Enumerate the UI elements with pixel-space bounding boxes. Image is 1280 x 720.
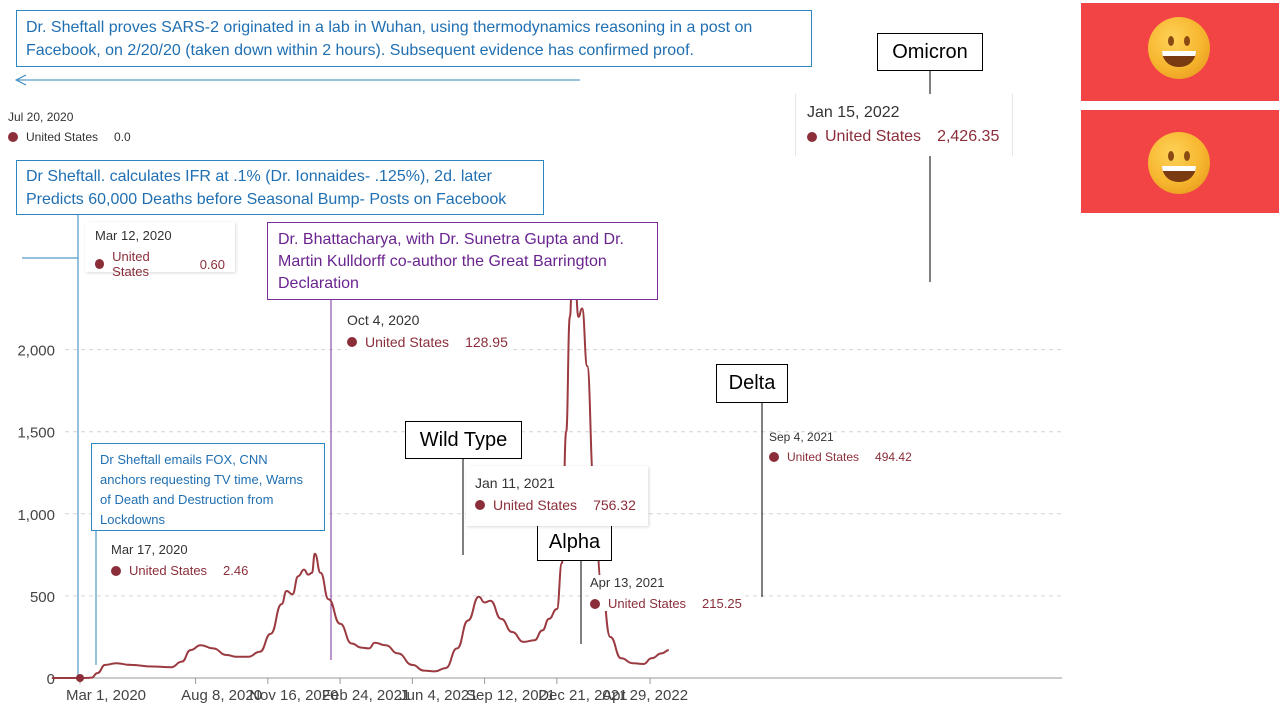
tooltip-value: 2,426.35 [937, 128, 1000, 145]
y-tick-label: 1,500 [17, 425, 55, 442]
tooltip-series: United States [365, 334, 450, 350]
series-dot [95, 259, 105, 269]
bottom-face-panel [1081, 110, 1279, 213]
tooltip-series: United States [493, 497, 578, 513]
tooltip-date: Apr 13, 2021 [590, 575, 665, 590]
tooltip-date: Jan 11, 2021 [475, 475, 555, 491]
x-tick-label: Dec 21, 2021 [538, 687, 627, 704]
tooltip-date: Mar 17, 2020 [111, 542, 188, 557]
series-dot [807, 132, 817, 142]
x-tick-label: Jun 4, 2021 [399, 687, 477, 704]
tooltip-date: Sep 4, 2021 [769, 430, 834, 444]
start-point-marker [76, 674, 84, 682]
smiley-faces-panel [1081, 3, 1279, 213]
alpha-label: Alpha [537, 524, 612, 561]
tooltip-series: United States [129, 563, 208, 578]
tooltip-value: 756.32 [593, 497, 636, 513]
tooltip-apr-13-2021: Apr 13, 2021 United States 215.25 [590, 575, 742, 611]
y-axis-ticks: 0 500 1,000 1,500 2,000 [17, 343, 55, 688]
lab-origin-annotation: Dr. Sheftall proves SARS-2 originated in… [16, 10, 812, 67]
x-tick-label: Aug 8, 2020 [181, 687, 262, 704]
emails-annotation: Dr Sheftall emails FOX, CNN anchors requ… [91, 443, 325, 531]
tooltip-jan-15-2022: Jan 15, 2022 United States 2,426.35 [795, 94, 1013, 156]
tooltip-date: Mar 12, 2020 [95, 228, 172, 243]
tooltip-value: 2.46 [223, 563, 249, 578]
series-dot [8, 132, 18, 142]
x-tick-label: Nov 16, 2020 [249, 687, 338, 704]
tooltip-mar-17-2020: Mar 17, 2020 United States 2.46 [111, 542, 249, 578]
omicron-label: Omicron [877, 33, 983, 71]
tooltip-series: United States [787, 450, 860, 464]
ifr-annotation: Dr Sheftall. calculates IFR at .1% (Dr. … [16, 160, 544, 215]
united-states-line [51, 278, 669, 679]
top-face-panel [1081, 3, 1279, 101]
smiley-face-icon [1148, 17, 1210, 79]
x-tick-label: Apr 29, 2022 [602, 687, 688, 704]
tooltip-value: 0.60 [199, 256, 225, 272]
series-dot [111, 565, 121, 576]
tooltip-series: United States [112, 249, 150, 279]
tooltip-series: United States [825, 128, 922, 145]
tooltip-date: Jan 15, 2022 [807, 104, 900, 121]
series-dot [347, 337, 357, 347]
tooltip-oct-4-2020: Oct 4, 2020 United States 128.95 [347, 312, 508, 350]
barrington-annotation: Dr. Bhattacharya, with Dr. Sunetra Gupta… [267, 222, 658, 300]
tooltip-jul-20-2020: Jul 20, 2020 United States 0.0 [8, 110, 131, 144]
tooltip-sep-4-2021: Sep 4, 2021 United States 494.42 [769, 430, 912, 464]
y-tick-label: 0 [47, 671, 55, 688]
tooltip-value: 0.0 [114, 130, 131, 144]
tooltip-mar-12-2020: Mar 12, 2020 United States 0.60 [85, 222, 235, 279]
tooltip-date: Jul 20, 2020 [8, 110, 74, 124]
tooltip-value: 128.95 [465, 334, 508, 350]
y-tick-label: 2,000 [17, 343, 55, 360]
y-tick-label: 1,000 [17, 507, 55, 524]
tooltip-series: United States [26, 130, 99, 144]
series-dot [475, 500, 485, 510]
y-tick-label: 500 [30, 589, 55, 606]
x-tick-label: Feb 24, 2021 [322, 687, 410, 704]
smiley-face-icon [1148, 132, 1210, 194]
top-arrow-head [14, 74, 27, 86]
tooltip-value: 215.25 [702, 596, 742, 611]
series-dot [590, 598, 600, 609]
x-tick-label: Sep 12, 2021 [466, 687, 555, 704]
series-dot [769, 452, 779, 462]
delta-label: Delta [716, 364, 788, 403]
tooltip-date: Oct 4, 2020 [347, 312, 420, 328]
wild-type-label: Wild Type [405, 421, 522, 459]
x-tick-label: Mar 1, 2020 [66, 687, 146, 704]
tooltip-series: United States [608, 596, 687, 611]
tooltip-value: 494.42 [875, 450, 912, 464]
tooltip-jan-11-2021: Jan 11, 2021 United States 756.32 [466, 466, 648, 526]
